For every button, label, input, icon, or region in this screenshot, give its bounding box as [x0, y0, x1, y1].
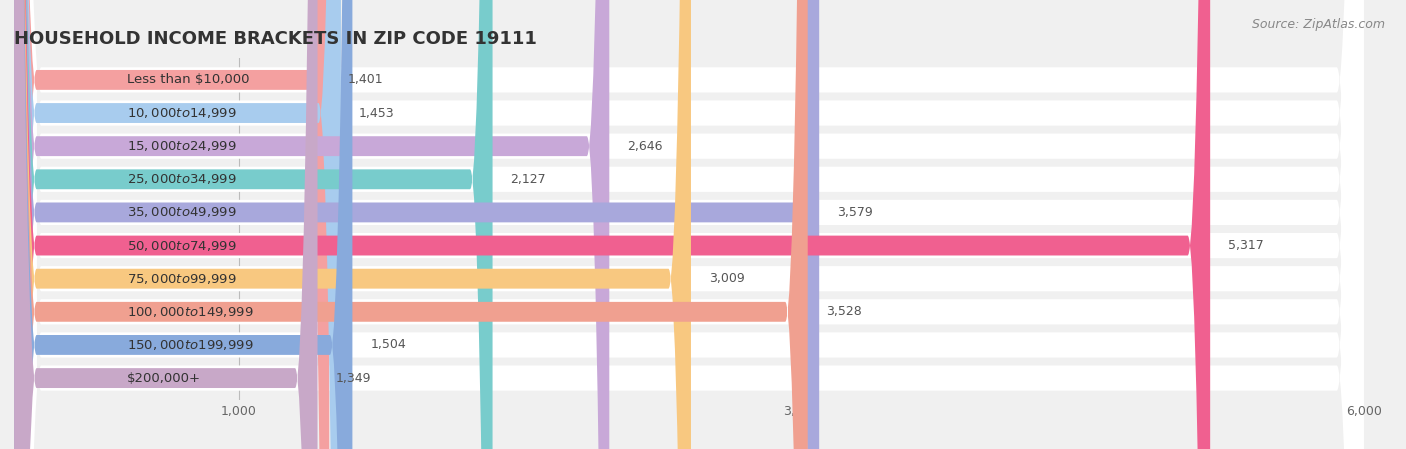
FancyBboxPatch shape [14, 0, 1364, 449]
Text: $25,000 to $34,999: $25,000 to $34,999 [127, 172, 236, 186]
FancyBboxPatch shape [14, 0, 1364, 449]
Text: 3,009: 3,009 [709, 272, 745, 285]
Text: $15,000 to $24,999: $15,000 to $24,999 [127, 139, 236, 153]
Text: 5,317: 5,317 [1229, 239, 1264, 252]
FancyBboxPatch shape [14, 0, 1364, 449]
Text: HOUSEHOLD INCOME BRACKETS IN ZIP CODE 19111: HOUSEHOLD INCOME BRACKETS IN ZIP CODE 19… [14, 31, 537, 48]
FancyBboxPatch shape [14, 0, 492, 449]
Text: $50,000 to $74,999: $50,000 to $74,999 [127, 238, 236, 252]
FancyBboxPatch shape [14, 0, 1364, 449]
FancyBboxPatch shape [14, 0, 1364, 449]
Text: 2,646: 2,646 [627, 140, 662, 153]
Text: 1,401: 1,401 [347, 73, 382, 86]
Text: 1,504: 1,504 [370, 339, 406, 352]
Text: $200,000+: $200,000+ [127, 372, 201, 385]
FancyBboxPatch shape [14, 0, 1364, 449]
Text: $10,000 to $14,999: $10,000 to $14,999 [127, 106, 236, 120]
FancyBboxPatch shape [14, 0, 609, 449]
Text: $75,000 to $99,999: $75,000 to $99,999 [127, 272, 236, 286]
FancyBboxPatch shape [14, 0, 1364, 449]
Text: Source: ZipAtlas.com: Source: ZipAtlas.com [1251, 18, 1385, 31]
FancyBboxPatch shape [14, 0, 329, 449]
FancyBboxPatch shape [14, 0, 1364, 449]
Text: $35,000 to $49,999: $35,000 to $49,999 [127, 206, 236, 220]
FancyBboxPatch shape [14, 0, 1364, 449]
FancyBboxPatch shape [14, 0, 340, 449]
Text: Less than $10,000: Less than $10,000 [127, 73, 249, 86]
Text: 3,528: 3,528 [825, 305, 862, 318]
Text: $150,000 to $199,999: $150,000 to $199,999 [127, 338, 253, 352]
Text: 3,579: 3,579 [837, 206, 873, 219]
Text: $100,000 to $149,999: $100,000 to $149,999 [127, 305, 253, 319]
FancyBboxPatch shape [14, 0, 1364, 449]
FancyBboxPatch shape [14, 0, 690, 449]
FancyBboxPatch shape [14, 0, 807, 449]
FancyBboxPatch shape [14, 0, 318, 449]
FancyBboxPatch shape [14, 0, 820, 449]
Text: 2,127: 2,127 [510, 173, 546, 186]
FancyBboxPatch shape [14, 0, 353, 449]
FancyBboxPatch shape [14, 0, 1211, 449]
Text: 1,453: 1,453 [359, 106, 395, 119]
Text: 1,349: 1,349 [336, 372, 371, 385]
